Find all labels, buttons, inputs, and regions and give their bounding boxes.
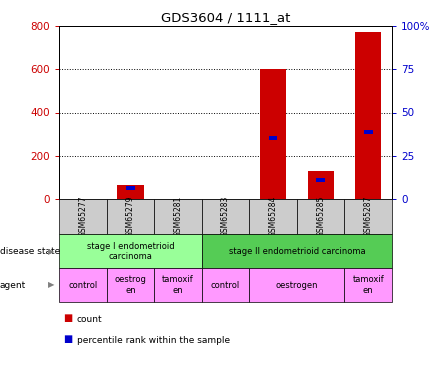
Bar xyxy=(344,268,392,302)
Text: percentile rank within the sample: percentile rank within the sample xyxy=(77,336,230,345)
Bar xyxy=(260,69,286,199)
Bar xyxy=(344,199,392,234)
Bar xyxy=(202,199,249,234)
Text: GSM65281: GSM65281 xyxy=(173,196,183,237)
Bar xyxy=(107,268,154,302)
Bar xyxy=(59,268,107,302)
Bar xyxy=(249,268,344,302)
Bar xyxy=(364,130,372,134)
Bar xyxy=(269,136,277,140)
Text: control: control xyxy=(68,280,98,290)
Bar xyxy=(202,268,249,302)
Bar xyxy=(355,32,381,199)
Text: count: count xyxy=(77,315,102,324)
Bar xyxy=(297,199,344,234)
Bar xyxy=(249,199,297,234)
Bar xyxy=(107,199,154,234)
Text: GSM65284: GSM65284 xyxy=(268,196,278,237)
Text: control: control xyxy=(211,280,240,290)
Bar xyxy=(154,199,202,234)
Text: ▶: ▶ xyxy=(48,247,55,256)
Bar xyxy=(117,185,144,199)
Text: oestrogen: oestrogen xyxy=(276,280,318,290)
Text: ■: ■ xyxy=(64,313,73,323)
Text: GSM65285: GSM65285 xyxy=(316,196,325,237)
Text: disease state: disease state xyxy=(0,247,60,256)
Text: tamoxif
en: tamoxif en xyxy=(162,275,194,295)
Text: ▶: ▶ xyxy=(48,280,55,290)
Bar xyxy=(126,186,135,190)
Text: oestrog
en: oestrog en xyxy=(114,275,146,295)
Text: GSM65277: GSM65277 xyxy=(78,196,88,237)
Bar xyxy=(59,199,107,234)
Text: stage II endometrioid carcinoma: stage II endometrioid carcinoma xyxy=(229,247,365,256)
Title: GDS3604 / 1111_at: GDS3604 / 1111_at xyxy=(161,11,290,24)
Bar xyxy=(154,268,202,302)
Text: GSM65283: GSM65283 xyxy=(221,196,230,237)
Text: GSM65287: GSM65287 xyxy=(364,196,373,237)
Text: agent: agent xyxy=(0,280,26,290)
Bar xyxy=(307,171,334,199)
Bar xyxy=(202,234,392,268)
Text: tamoxif
en: tamoxif en xyxy=(352,275,384,295)
Bar xyxy=(316,178,325,182)
Text: ■: ■ xyxy=(64,334,73,344)
Text: GSM65279: GSM65279 xyxy=(126,196,135,237)
Text: stage I endometrioid
carcinoma: stage I endometrioid carcinoma xyxy=(87,242,174,261)
Bar xyxy=(59,234,202,268)
